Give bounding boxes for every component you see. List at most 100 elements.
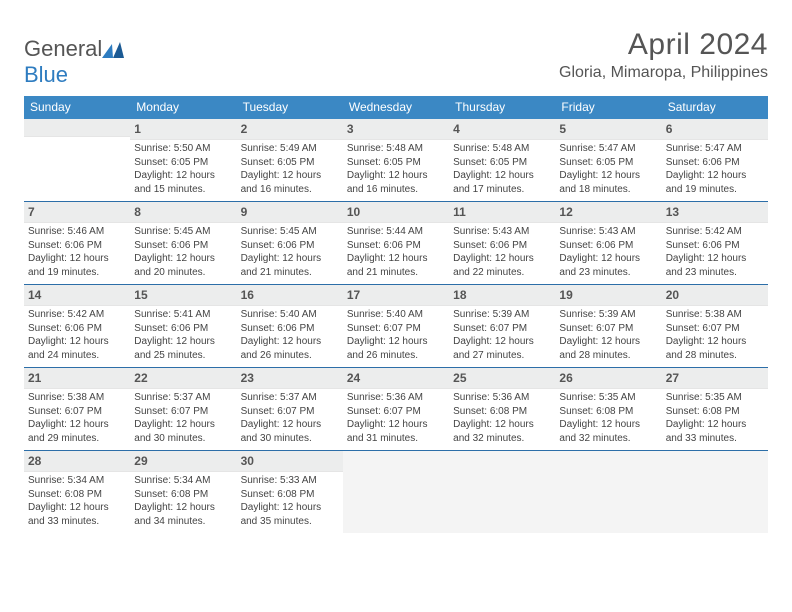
logo-text: GeneralBlue (24, 36, 124, 88)
daylight-text: Daylight: 12 hours and 21 minutes. (241, 252, 339, 279)
day-cell: 29Sunrise: 5:34 AMSunset: 6:08 PMDayligh… (130, 451, 236, 533)
week-row: 21Sunrise: 5:38 AMSunset: 6:07 PMDayligh… (24, 367, 768, 450)
day-cell: 2Sunrise: 5:49 AMSunset: 6:05 PMDaylight… (237, 119, 343, 201)
day-cell: 3Sunrise: 5:48 AMSunset: 6:05 PMDaylight… (343, 119, 449, 201)
day-body: Sunrise: 5:50 AMSunset: 6:05 PMDaylight:… (130, 140, 236, 198)
day-number: 19 (555, 285, 661, 306)
daylight-text: Daylight: 12 hours and 26 minutes. (347, 335, 445, 362)
day-body: Sunrise: 5:36 AMSunset: 6:07 PMDaylight:… (343, 389, 449, 447)
day-body: Sunrise: 5:42 AMSunset: 6:06 PMDaylight:… (662, 223, 768, 281)
day-number: 7 (24, 202, 130, 223)
day-body: Sunrise: 5:48 AMSunset: 6:05 PMDaylight:… (343, 140, 449, 198)
sunset-text: Sunset: 6:06 PM (28, 239, 126, 253)
day-cell: 15Sunrise: 5:41 AMSunset: 6:06 PMDayligh… (130, 285, 236, 367)
sunrise-text: Sunrise: 5:36 AM (347, 391, 445, 405)
daylight-text: Daylight: 12 hours and 27 minutes. (453, 335, 551, 362)
daylight-text: Daylight: 12 hours and 16 minutes. (241, 169, 339, 196)
day-number (662, 451, 768, 469)
weekday-saturday: Saturday (662, 96, 768, 119)
day-number: 10 (343, 202, 449, 223)
sunset-text: Sunset: 6:06 PM (241, 322, 339, 336)
week-row: 14Sunrise: 5:42 AMSunset: 6:06 PMDayligh… (24, 284, 768, 367)
day-number: 13 (662, 202, 768, 223)
day-body: Sunrise: 5:43 AMSunset: 6:06 PMDaylight:… (449, 223, 555, 281)
day-cell: 4Sunrise: 5:48 AMSunset: 6:05 PMDaylight… (449, 119, 555, 201)
week-row: 7Sunrise: 5:46 AMSunset: 6:06 PMDaylight… (24, 201, 768, 284)
sunrise-text: Sunrise: 5:39 AM (453, 308, 551, 322)
day-body: Sunrise: 5:35 AMSunset: 6:08 PMDaylight:… (555, 389, 661, 447)
sunrise-text: Sunrise: 5:41 AM (134, 308, 232, 322)
daylight-text: Daylight: 12 hours and 24 minutes. (28, 335, 126, 362)
header: GeneralBlue April 2024 Gloria, Mimaropa,… (24, 28, 768, 88)
day-number: 15 (130, 285, 236, 306)
daylight-text: Daylight: 12 hours and 20 minutes. (134, 252, 232, 279)
day-number: 14 (24, 285, 130, 306)
daylight-text: Daylight: 12 hours and 21 minutes. (347, 252, 445, 279)
day-number: 27 (662, 368, 768, 389)
sunset-text: Sunset: 6:08 PM (559, 405, 657, 419)
daylight-text: Daylight: 12 hours and 16 minutes. (347, 169, 445, 196)
day-number: 24 (343, 368, 449, 389)
day-cell: 30Sunrise: 5:33 AMSunset: 6:08 PMDayligh… (237, 451, 343, 533)
calendar-page: GeneralBlue April 2024 Gloria, Mimaropa,… (0, 0, 792, 533)
day-body: Sunrise: 5:40 AMSunset: 6:07 PMDaylight:… (343, 306, 449, 364)
sunrise-text: Sunrise: 5:36 AM (453, 391, 551, 405)
day-body: Sunrise: 5:48 AMSunset: 6:05 PMDaylight:… (449, 140, 555, 198)
sunrise-text: Sunrise: 5:48 AM (453, 142, 551, 156)
daylight-text: Daylight: 12 hours and 15 minutes. (134, 169, 232, 196)
sunrise-text: Sunrise: 5:49 AM (241, 142, 339, 156)
sunset-text: Sunset: 6:08 PM (134, 488, 232, 502)
weekday-wednesday: Wednesday (343, 96, 449, 119)
weekday-monday: Monday (130, 96, 236, 119)
day-number: 25 (449, 368, 555, 389)
day-body: Sunrise: 5:34 AMSunset: 6:08 PMDaylight:… (130, 472, 236, 530)
sunrise-text: Sunrise: 5:45 AM (241, 225, 339, 239)
day-cell: 9Sunrise: 5:45 AMSunset: 6:06 PMDaylight… (237, 202, 343, 284)
sunrise-text: Sunrise: 5:47 AM (666, 142, 764, 156)
day-number: 17 (343, 285, 449, 306)
day-body: Sunrise: 5:38 AMSunset: 6:07 PMDaylight:… (24, 389, 130, 447)
sunset-text: Sunset: 6:08 PM (453, 405, 551, 419)
day-cell (555, 451, 661, 533)
sunrise-text: Sunrise: 5:37 AM (134, 391, 232, 405)
sunrise-text: Sunrise: 5:40 AM (241, 308, 339, 322)
sunset-text: Sunset: 6:07 PM (453, 322, 551, 336)
day-cell: 1Sunrise: 5:50 AMSunset: 6:05 PMDaylight… (130, 119, 236, 201)
logo: GeneralBlue (24, 28, 124, 88)
day-cell: 12Sunrise: 5:43 AMSunset: 6:06 PMDayligh… (555, 202, 661, 284)
sunrise-text: Sunrise: 5:43 AM (453, 225, 551, 239)
sunrise-text: Sunrise: 5:33 AM (241, 474, 339, 488)
sunrise-text: Sunrise: 5:40 AM (347, 308, 445, 322)
day-number: 29 (130, 451, 236, 472)
sunrise-text: Sunrise: 5:35 AM (666, 391, 764, 405)
day-body: Sunrise: 5:44 AMSunset: 6:06 PMDaylight:… (343, 223, 449, 281)
sunrise-text: Sunrise: 5:42 AM (666, 225, 764, 239)
daylight-text: Daylight: 12 hours and 19 minutes. (28, 252, 126, 279)
daylight-text: Daylight: 12 hours and 25 minutes. (134, 335, 232, 362)
day-body: Sunrise: 5:39 AMSunset: 6:07 PMDaylight:… (449, 306, 555, 364)
sunrise-text: Sunrise: 5:34 AM (28, 474, 126, 488)
day-cell: 11Sunrise: 5:43 AMSunset: 6:06 PMDayligh… (449, 202, 555, 284)
day-body: Sunrise: 5:47 AMSunset: 6:06 PMDaylight:… (662, 140, 768, 198)
daylight-text: Daylight: 12 hours and 29 minutes. (28, 418, 126, 445)
weeks-container: 1Sunrise: 5:50 AMSunset: 6:05 PMDaylight… (24, 119, 768, 533)
day-body: Sunrise: 5:46 AMSunset: 6:06 PMDaylight:… (24, 223, 130, 281)
day-cell: 27Sunrise: 5:35 AMSunset: 6:08 PMDayligh… (662, 368, 768, 450)
sunrise-text: Sunrise: 5:47 AM (559, 142, 657, 156)
day-number: 16 (237, 285, 343, 306)
day-number: 8 (130, 202, 236, 223)
sunrise-text: Sunrise: 5:44 AM (347, 225, 445, 239)
day-cell (24, 119, 130, 201)
location: Gloria, Mimaropa, Philippines (559, 64, 768, 82)
daylight-text: Daylight: 12 hours and 35 minutes. (241, 501, 339, 528)
daylight-text: Daylight: 12 hours and 32 minutes. (453, 418, 551, 445)
day-body: Sunrise: 5:37 AMSunset: 6:07 PMDaylight:… (130, 389, 236, 447)
daylight-text: Daylight: 12 hours and 17 minutes. (453, 169, 551, 196)
day-cell: 10Sunrise: 5:44 AMSunset: 6:06 PMDayligh… (343, 202, 449, 284)
day-number: 30 (237, 451, 343, 472)
day-number: 5 (555, 119, 661, 140)
day-body (662, 469, 768, 473)
day-cell: 21Sunrise: 5:38 AMSunset: 6:07 PMDayligh… (24, 368, 130, 450)
day-cell: 28Sunrise: 5:34 AMSunset: 6:08 PMDayligh… (24, 451, 130, 533)
day-body: Sunrise: 5:34 AMSunset: 6:08 PMDaylight:… (24, 472, 130, 530)
